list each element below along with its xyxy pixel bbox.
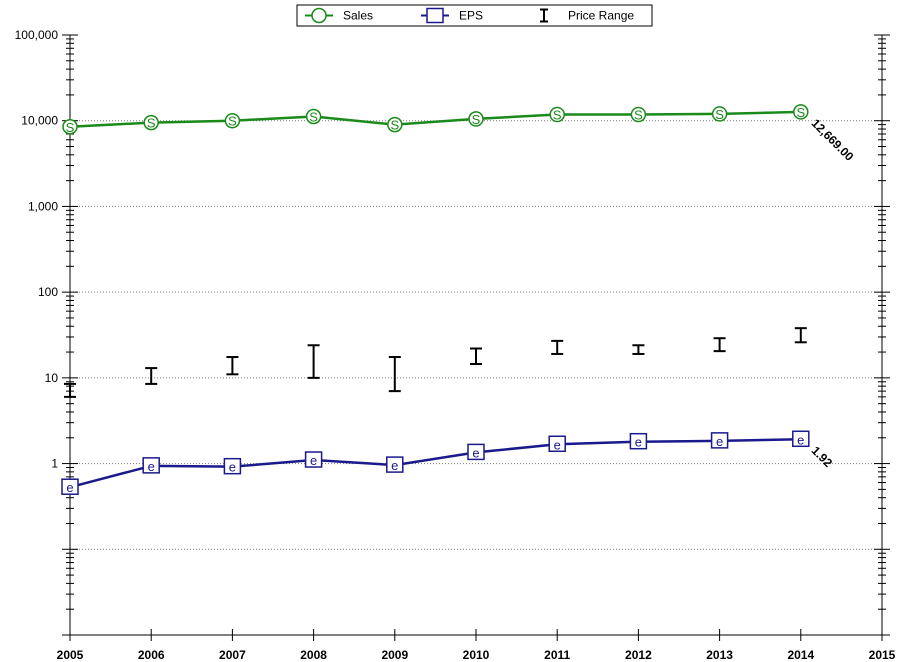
y-tick-labels: 100,000 10,000 1,000 100 10 1 bbox=[15, 28, 59, 471]
x-tick-label: 2005 bbox=[57, 648, 84, 662]
data-point-eps: e bbox=[61, 478, 79, 495]
svg-text:S: S bbox=[796, 105, 805, 120]
svg-text:S: S bbox=[309, 109, 318, 124]
data-point-sales: S bbox=[305, 108, 322, 124]
data-point-eps: e bbox=[548, 435, 566, 452]
svg-text:Price Range: Price Range bbox=[568, 9, 634, 23]
legend-box bbox=[296, 4, 653, 27]
svg-text:S: S bbox=[553, 108, 562, 123]
price-range-bar bbox=[551, 339, 564, 355]
end-labels: 12,669.00 1.92 bbox=[809, 116, 857, 470]
x-tick-label: 2009 bbox=[381, 648, 408, 662]
svg-text:e: e bbox=[229, 460, 236, 475]
series-line-sales bbox=[69, 110, 801, 129]
price-range-bars bbox=[64, 327, 807, 398]
x-tick-label: 2014 bbox=[787, 648, 814, 662]
x-tick-label: 2007 bbox=[219, 648, 246, 662]
price-range-bar bbox=[307, 344, 320, 379]
data-point-eps: e bbox=[792, 430, 810, 447]
svg-text:S: S bbox=[147, 116, 156, 131]
series-line-eps bbox=[69, 438, 801, 489]
legend-item-eps: EPS bbox=[421, 7, 483, 24]
price-range-bar bbox=[145, 367, 158, 385]
price-range-bar bbox=[632, 344, 645, 355]
svg-text:Sales: Sales bbox=[343, 9, 373, 23]
svg-text:e: e bbox=[635, 435, 642, 450]
svg-text:EPS: EPS bbox=[459, 9, 483, 23]
svg-text:e: e bbox=[716, 434, 723, 449]
svg-text:e: e bbox=[148, 459, 155, 474]
svg-text:e: e bbox=[310, 453, 317, 468]
y-tick-label: 100,000 bbox=[15, 28, 59, 42]
grid-lines bbox=[70, 120, 882, 550]
data-point-sales: S bbox=[549, 106, 565, 123]
price-range-bar bbox=[388, 356, 401, 393]
data-point-sales: S bbox=[793, 104, 809, 120]
svg-text:S: S bbox=[390, 118, 399, 133]
data-point-eps: e bbox=[710, 432, 729, 449]
data-point-eps: e bbox=[304, 451, 323, 468]
price-range-bar bbox=[794, 327, 807, 344]
x-tick-label: 2010 bbox=[463, 648, 490, 662]
axes bbox=[62, 34, 890, 641]
end-label-eps: 1.92 bbox=[809, 444, 836, 471]
price-range-bar bbox=[226, 356, 239, 376]
data-point-eps: e bbox=[386, 456, 404, 473]
x-tick-label: 2012 bbox=[625, 648, 652, 662]
svg-text:S: S bbox=[228, 114, 237, 129]
y-tick-label: 100 bbox=[38, 285, 58, 299]
data-point-sales: S bbox=[630, 106, 647, 123]
data-point-sales: S bbox=[224, 112, 241, 129]
x-tick-label: 2015 bbox=[869, 648, 896, 662]
legend-item-sales: Sales bbox=[305, 7, 373, 24]
svg-text:e: e bbox=[391, 458, 398, 473]
price-range-bar bbox=[64, 382, 76, 398]
svg-text:e: e bbox=[797, 432, 804, 447]
x-tick-label: 2006 bbox=[138, 648, 165, 662]
data-point-eps: e bbox=[629, 432, 648, 450]
y-tick-label: 1 bbox=[51, 457, 58, 471]
legend: Sales EPS Price Range bbox=[296, 4, 653, 27]
data-point-sales: S bbox=[143, 114, 159, 131]
y-tick-label: 10,000 bbox=[21, 114, 58, 128]
y-tick-label: 1,000 bbox=[28, 199, 58, 213]
svg-text:S: S bbox=[634, 108, 643, 123]
data-point-sales: S bbox=[711, 106, 728, 122]
svg-text:S: S bbox=[715, 107, 724, 122]
data-point-sales: S bbox=[62, 119, 78, 135]
x-tick-labels: 2005 2006 2007 2008 2009 2010 2011 2012 2013 2014… bbox=[57, 648, 896, 662]
svg-text:e: e bbox=[66, 480, 73, 495]
svg-text:S: S bbox=[66, 120, 75, 135]
y-tick-label: 10 bbox=[45, 371, 59, 385]
x-tick-label: 2013 bbox=[706, 648, 733, 662]
data-point-eps: e bbox=[142, 457, 160, 474]
x-tick-label: 2011 bbox=[544, 648, 570, 662]
data-point-eps: e bbox=[467, 443, 485, 460]
data-point-sales: S bbox=[387, 116, 403, 133]
x-tick-label: 2008 bbox=[300, 648, 327, 662]
end-label-sales: 12,669.00 bbox=[809, 116, 857, 164]
price-range-bar bbox=[713, 337, 726, 353]
svg-text:e: e bbox=[472, 445, 479, 460]
svg-text:S: S bbox=[472, 112, 481, 127]
legend-item-price-range: Price Range bbox=[540, 8, 634, 23]
data-point-sales: S bbox=[468, 111, 484, 127]
price-range-bar bbox=[470, 347, 482, 366]
data-point-eps: e bbox=[223, 457, 242, 475]
svg-text:e: e bbox=[554, 437, 561, 452]
series-lines: S S S S S S S S S Se e e e e e e e e e bbox=[61, 104, 810, 495]
